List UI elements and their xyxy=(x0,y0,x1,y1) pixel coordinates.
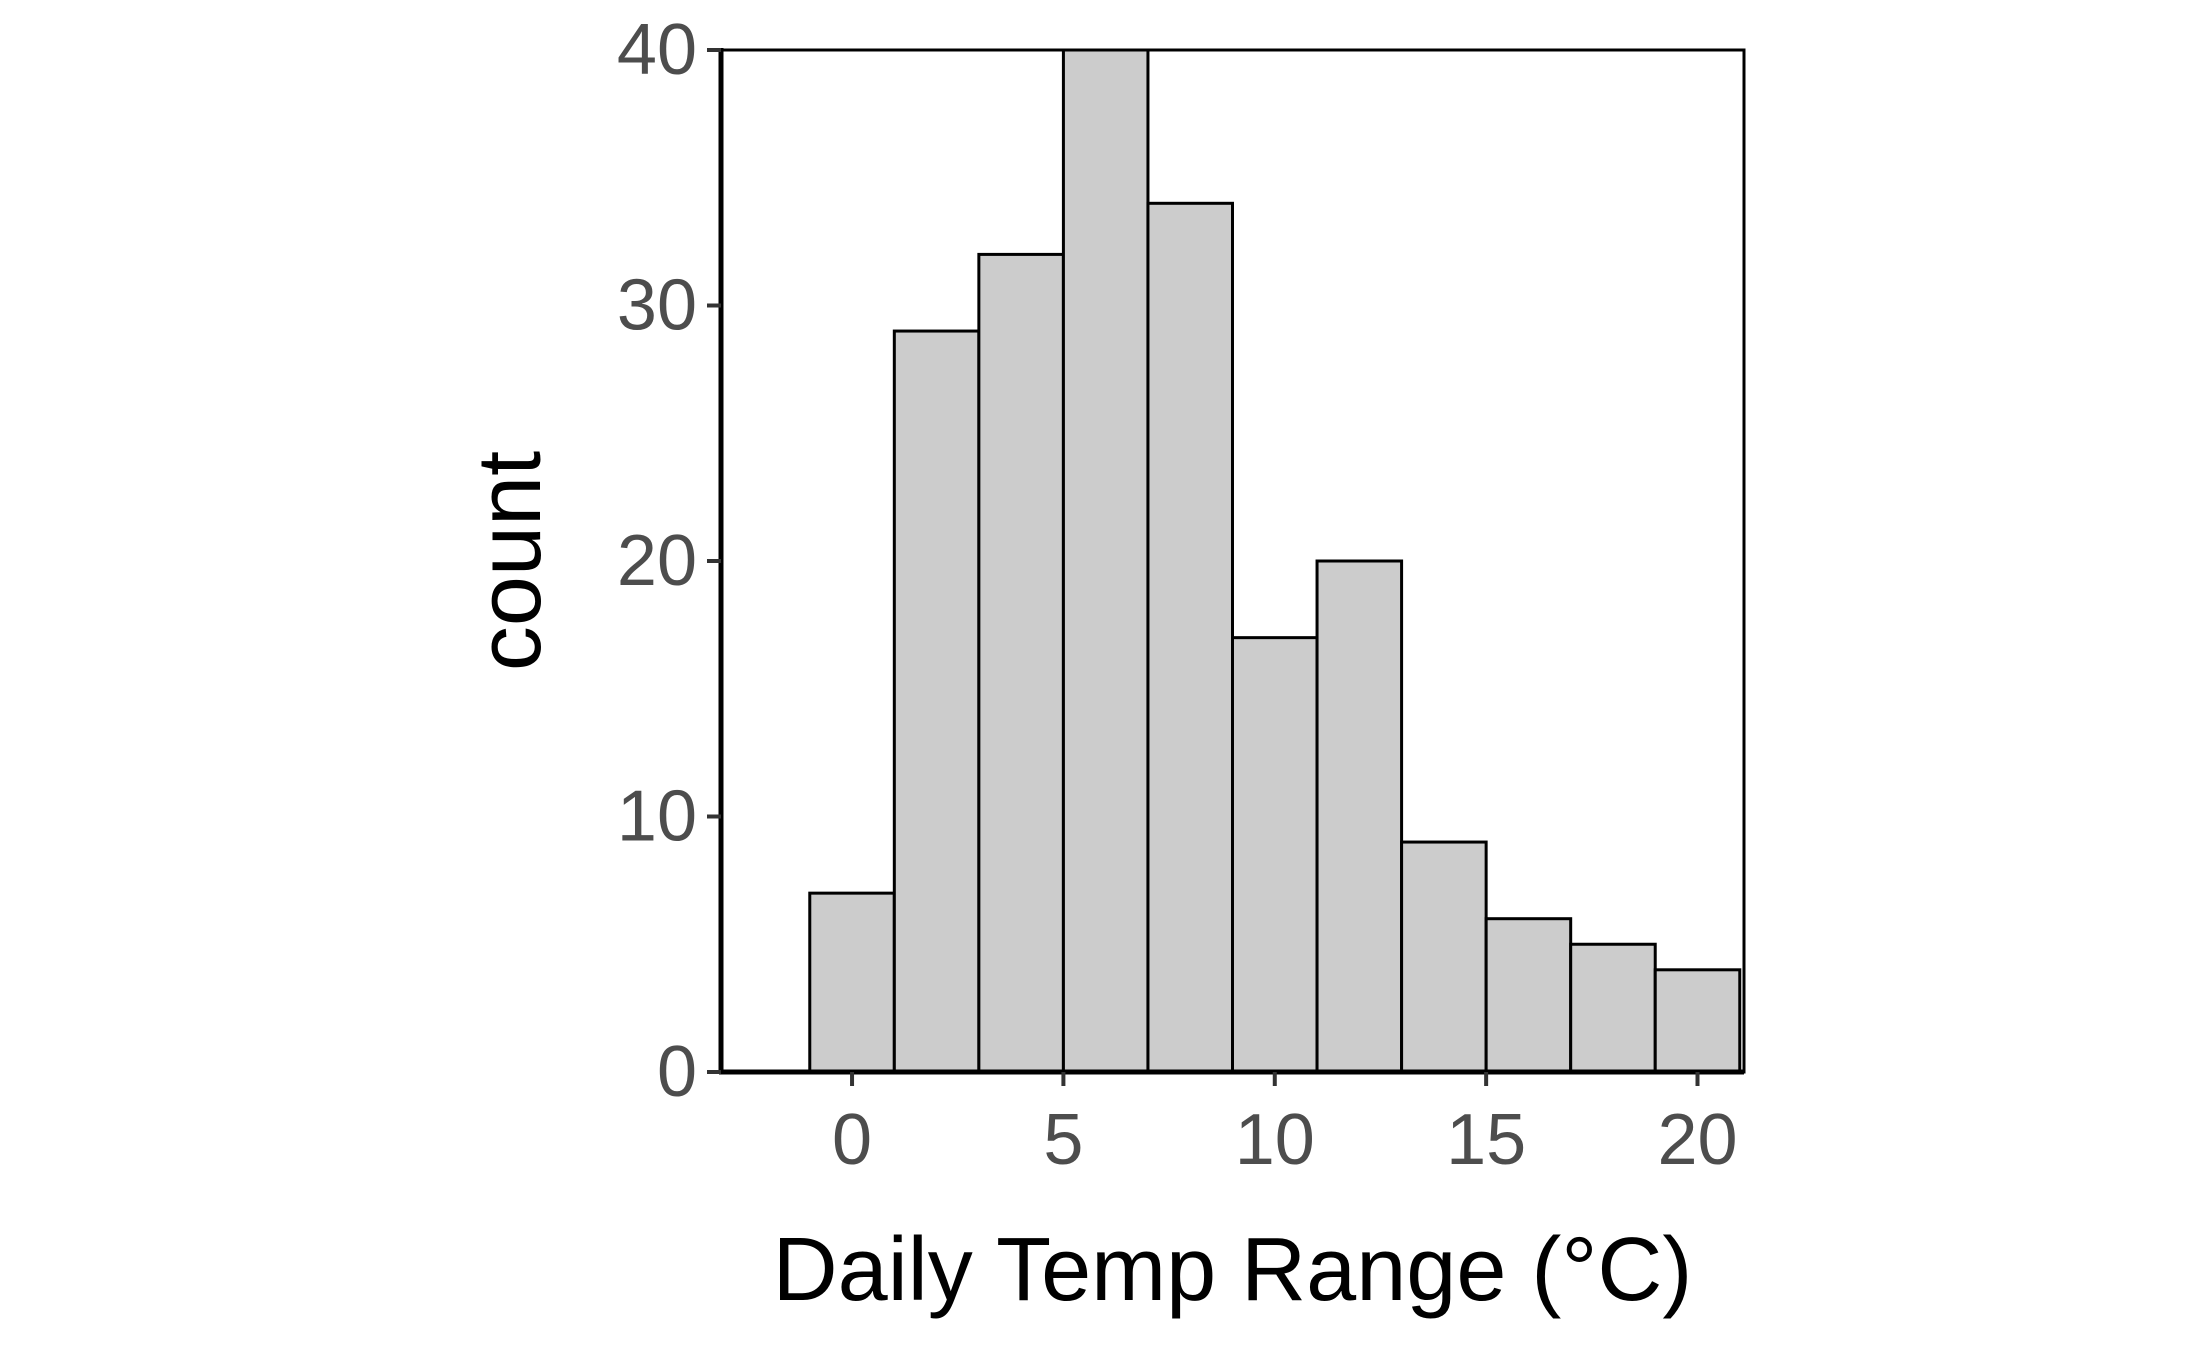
histogram-bar xyxy=(977,252,1065,1074)
x-axis-ticks: 0 5 10 15 20 xyxy=(832,1072,1738,1180)
x-axis-title: Daily Temp Range (°C) xyxy=(773,1220,1693,1320)
x-tick-label: 10 xyxy=(1235,1100,1315,1180)
x-tick-label: 20 xyxy=(1657,1100,1737,1180)
histogram-bar xyxy=(1400,840,1488,1074)
y-axis-ticks: 0 10 20 30 40 xyxy=(617,10,721,1112)
histogram-bar xyxy=(1231,636,1319,1074)
histogram-bar xyxy=(1315,559,1404,1074)
bars-group xyxy=(808,48,1742,1074)
y-tick-label: 0 xyxy=(657,1032,697,1112)
y-tick-label: 20 xyxy=(617,521,697,601)
x-tick-label: 15 xyxy=(1446,1100,1526,1180)
histogram-bar xyxy=(808,891,896,1074)
histogram-bar xyxy=(1569,942,1657,1074)
histogram-bar xyxy=(1653,968,1742,1074)
y-tick-label: 30 xyxy=(617,266,697,346)
histogram-bar xyxy=(1061,48,1150,1074)
histogram-bar xyxy=(892,329,981,1074)
x-tick-label: 0 xyxy=(832,1100,872,1180)
y-tick-label: 10 xyxy=(617,777,697,857)
histogram-bar xyxy=(1146,201,1235,1074)
y-tick-label: 40 xyxy=(617,10,697,90)
histogram-bar xyxy=(1484,917,1573,1074)
x-tick-label: 5 xyxy=(1043,1100,1083,1180)
y-axis-title: count xyxy=(460,451,560,671)
